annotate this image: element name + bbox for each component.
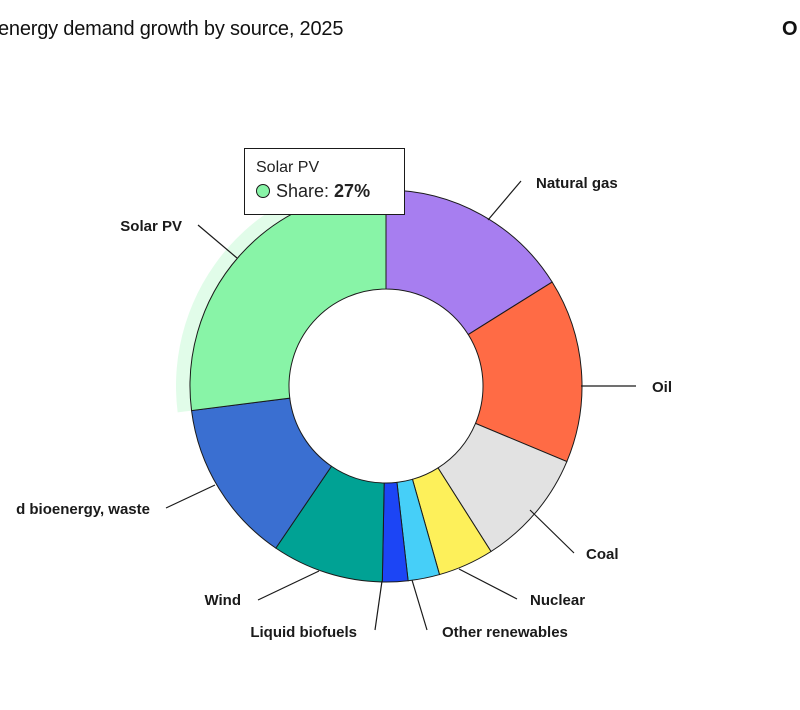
slice-labels-layer: Natural gas Oil Coal Nuclear Other renewable… [16, 175, 672, 641]
leader-line-nuclear [458, 568, 518, 600]
slice-natural-gas[interactable] [385, 189, 553, 336]
slice-label-wind: Wind [204, 592, 241, 609]
cut-off-heading-text: O [782, 18, 798, 40]
leader-line-natural-gas [487, 180, 522, 221]
slice-label-nuclear: Nuclear [530, 592, 585, 609]
slice-solar-pv[interactable] [189, 189, 387, 412]
leader-line-other-renewables [411, 579, 428, 631]
leader-line-coal [529, 509, 575, 554]
leader-line-d-bioenergy-waste [165, 484, 216, 509]
slices-layer [176, 176, 583, 583]
tooltip-series-name: Solar PV [256, 159, 320, 176]
slice-label-oil: Oil [652, 379, 672, 396]
chart-title: energy demand growth by source, 2025 [0, 18, 344, 40]
slice-label-coal: Coal [586, 546, 619, 563]
slice-tooltip: Solar PV Share: 27% [244, 148, 405, 215]
tooltip-color-dot [256, 184, 270, 198]
slice-label-natural-gas: Natural gas [536, 175, 618, 192]
slice-oil[interactable] [467, 281, 583, 463]
tooltip-share-row: Share: 27% [256, 180, 404, 202]
tooltip-share-label: Share: [276, 181, 335, 201]
slice-label-liquid-biofuels: Liquid biofuels [250, 624, 357, 641]
leader-line-solar-pv [197, 224, 238, 259]
leader-line-liquid-biofuels [374, 580, 383, 631]
slice-label-other-renewables: Other renewables [442, 624, 568, 641]
slice-label-d-bioenergy-waste: d bioenergy, waste [16, 501, 150, 518]
leader-lines-layer [165, 180, 636, 631]
tooltip-share-value: 27% [334, 181, 371, 201]
slice-label-solar-pv: Solar PV [120, 218, 182, 235]
leader-line-wind [257, 570, 320, 601]
